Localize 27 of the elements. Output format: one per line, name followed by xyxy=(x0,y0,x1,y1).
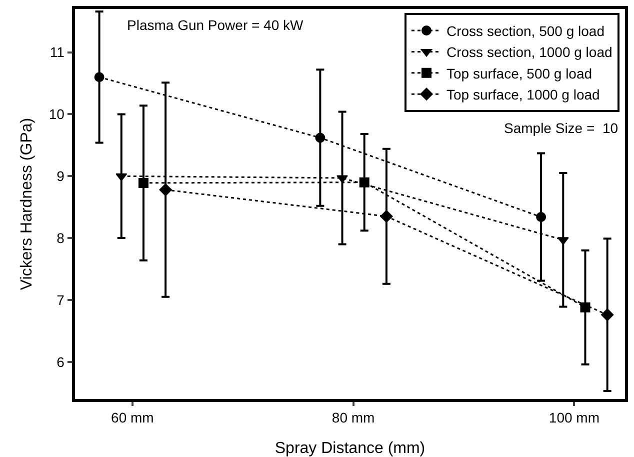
y-tick-label: 8 xyxy=(56,230,65,246)
legend-label: Top surface, 500 g load xyxy=(446,65,592,82)
point xyxy=(159,183,172,196)
point xyxy=(138,178,148,188)
legend-label: Top surface, 1000 g load xyxy=(446,86,600,103)
y-tick-label: 6 xyxy=(56,354,65,370)
y-tick-label: 11 xyxy=(50,44,65,60)
y-tick-label: 9 xyxy=(56,168,65,184)
point xyxy=(380,210,393,223)
point xyxy=(536,212,546,222)
annotation: Plasma Gun Power = 40 kW xyxy=(127,17,304,33)
y-tick-label: 10 xyxy=(48,106,65,122)
x-tick-label: 80 mm xyxy=(332,410,375,426)
x-tick-label: 60 mm xyxy=(111,410,154,426)
point xyxy=(359,177,370,188)
legend-label: Cross section, 500 g load xyxy=(446,22,604,39)
y-tick-label: 7 xyxy=(56,292,65,308)
y-axis-title: Vickers Hardness (GPa) xyxy=(18,118,36,290)
point xyxy=(116,173,128,182)
point xyxy=(94,72,104,82)
x-tick-label: 100 mm xyxy=(548,410,600,426)
legend-label: Cross section, 1000 g load xyxy=(446,44,612,60)
x-axis-title: Spray Distance (mm) xyxy=(274,440,426,457)
point xyxy=(315,132,326,143)
point xyxy=(600,308,614,322)
point xyxy=(580,302,590,312)
annotation: Sample Size = 10 xyxy=(504,120,618,136)
